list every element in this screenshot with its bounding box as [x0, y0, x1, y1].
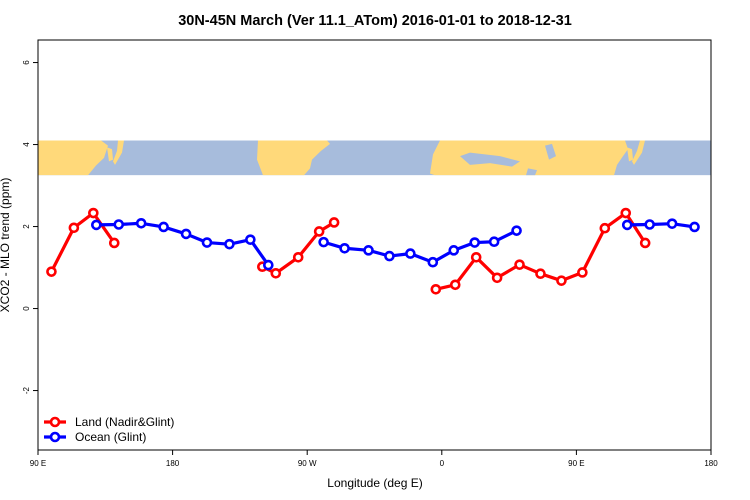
y-axis-label: XCO2 - MLO trend (ppm): [0, 178, 12, 313]
y-tick-label-2: 2: [22, 224, 31, 229]
x-tick-label-4: 90 E: [568, 459, 584, 468]
water-body-1: [545, 143, 556, 160]
series-1: [91, 217, 700, 271]
series-0-point-2-7: [577, 267, 588, 278]
series-1-point-1-9: [511, 225, 522, 236]
series-0-point-0-0: [46, 266, 57, 277]
landmass-6: [627, 147, 633, 162]
landmass-3: [257, 140, 330, 176]
series-1-point-0-5: [201, 237, 213, 248]
y-tick-label-1: 0: [22, 306, 31, 311]
landmass-5: [632, 140, 645, 165]
series-0-point-2-10: [639, 237, 651, 249]
series-1-line-0: [96, 221, 270, 267]
world-map-strip: [38, 140, 711, 176]
series-0-line-0: [50, 211, 116, 273]
series-1-point-1-3: [384, 250, 395, 262]
series-1-point-1-7: [469, 237, 481, 248]
landmass-0: [38, 140, 108, 176]
series-0-point-2-8: [599, 222, 611, 234]
x-tick-label-3: 0: [440, 459, 445, 468]
series-1-line-2: [627, 222, 695, 229]
series-1-point-2-2: [666, 218, 678, 229]
series-0-point-0-1: [68, 222, 80, 234]
series-1-point-1-8: [488, 236, 500, 248]
series-1-point-1-5: [427, 256, 439, 268]
series-1-point-1-2: [363, 245, 374, 256]
y-tick-label-0: -2: [22, 386, 31, 394]
series-0-point-2-0: [430, 283, 442, 295]
legend: Land (Nadir&Glint)Ocean (Glint): [44, 415, 174, 444]
x-tick-label-2: 90 W: [298, 459, 317, 468]
series-0-point-2-9: [620, 207, 632, 219]
series-1-point-0-1: [113, 219, 125, 230]
series-1-point-0-2: [135, 217, 147, 229]
series-1-point-2-0: [621, 219, 633, 231]
series-0-point-2-3: [491, 272, 503, 284]
series-1-point-1-6: [448, 245, 460, 256]
legend-label-0: Land (Nadir&Glint): [75, 415, 174, 429]
series-1-line-1: [323, 229, 518, 264]
landmass-4: [430, 140, 628, 176]
x-axis-label: Longitude (deg E): [327, 476, 422, 490]
series-1-point-2-1: [644, 219, 655, 230]
series-1-point-0-3: [158, 221, 169, 233]
chart-title: 30N-45N March (Ver 11.1_ATom) 2016-01-01…: [178, 13, 572, 29]
y-tick-label-3: 4: [22, 142, 31, 147]
x-axis: 90 E 180 90 W 0 90 E 180: [30, 450, 718, 468]
series-0-point-1-4: [328, 217, 340, 228]
series-0-point-2-6: [556, 275, 567, 286]
series-0-point-2-1: [449, 279, 461, 291]
series-1-point-0-6: [224, 238, 235, 250]
series-0-point-1-2: [292, 251, 304, 263]
series-0-point-1-3: [313, 226, 325, 237]
water-body-2: [526, 168, 537, 176]
series-1-point-0-4: [180, 228, 192, 240]
series-layer: [46, 207, 700, 295]
y-axis: -2 0 2 4 6: [22, 60, 38, 394]
legend-marker-0: [49, 416, 61, 428]
series-0-point-0-2: [88, 207, 99, 219]
series-0-point-2-2: [470, 251, 482, 263]
series-0-point-0-3: [108, 237, 120, 249]
series-0-point-2-4: [514, 259, 525, 270]
series-0: [46, 207, 651, 295]
landmass-1: [107, 147, 113, 162]
series-1-point-2-3: [689, 221, 700, 233]
series-1-point-1-0: [318, 236, 329, 248]
legend-marker-1: [49, 431, 61, 443]
series-1-point-0-8: [263, 259, 274, 271]
x-tick-label-1: 180: [166, 459, 180, 468]
series-1-point-1-4: [405, 248, 416, 259]
plot-frame: [37, 39, 712, 451]
series-0-point-2-5: [535, 268, 546, 280]
landmass-2: [113, 140, 124, 165]
series-0-point-1-1: [270, 267, 282, 279]
map-land: [38, 140, 645, 176]
series-1-point-0-0: [91, 219, 102, 231]
x-tick-label-0: 90 E: [30, 459, 46, 468]
water-body-0: [460, 152, 520, 167]
x-tick-label-5: 180: [704, 459, 718, 468]
legend-label-1: Ocean (Glint): [75, 430, 146, 444]
series-1-point-0-7: [245, 234, 256, 245]
y-tick-label-4: 6: [22, 60, 31, 65]
series-1-point-1-1: [339, 242, 350, 254]
